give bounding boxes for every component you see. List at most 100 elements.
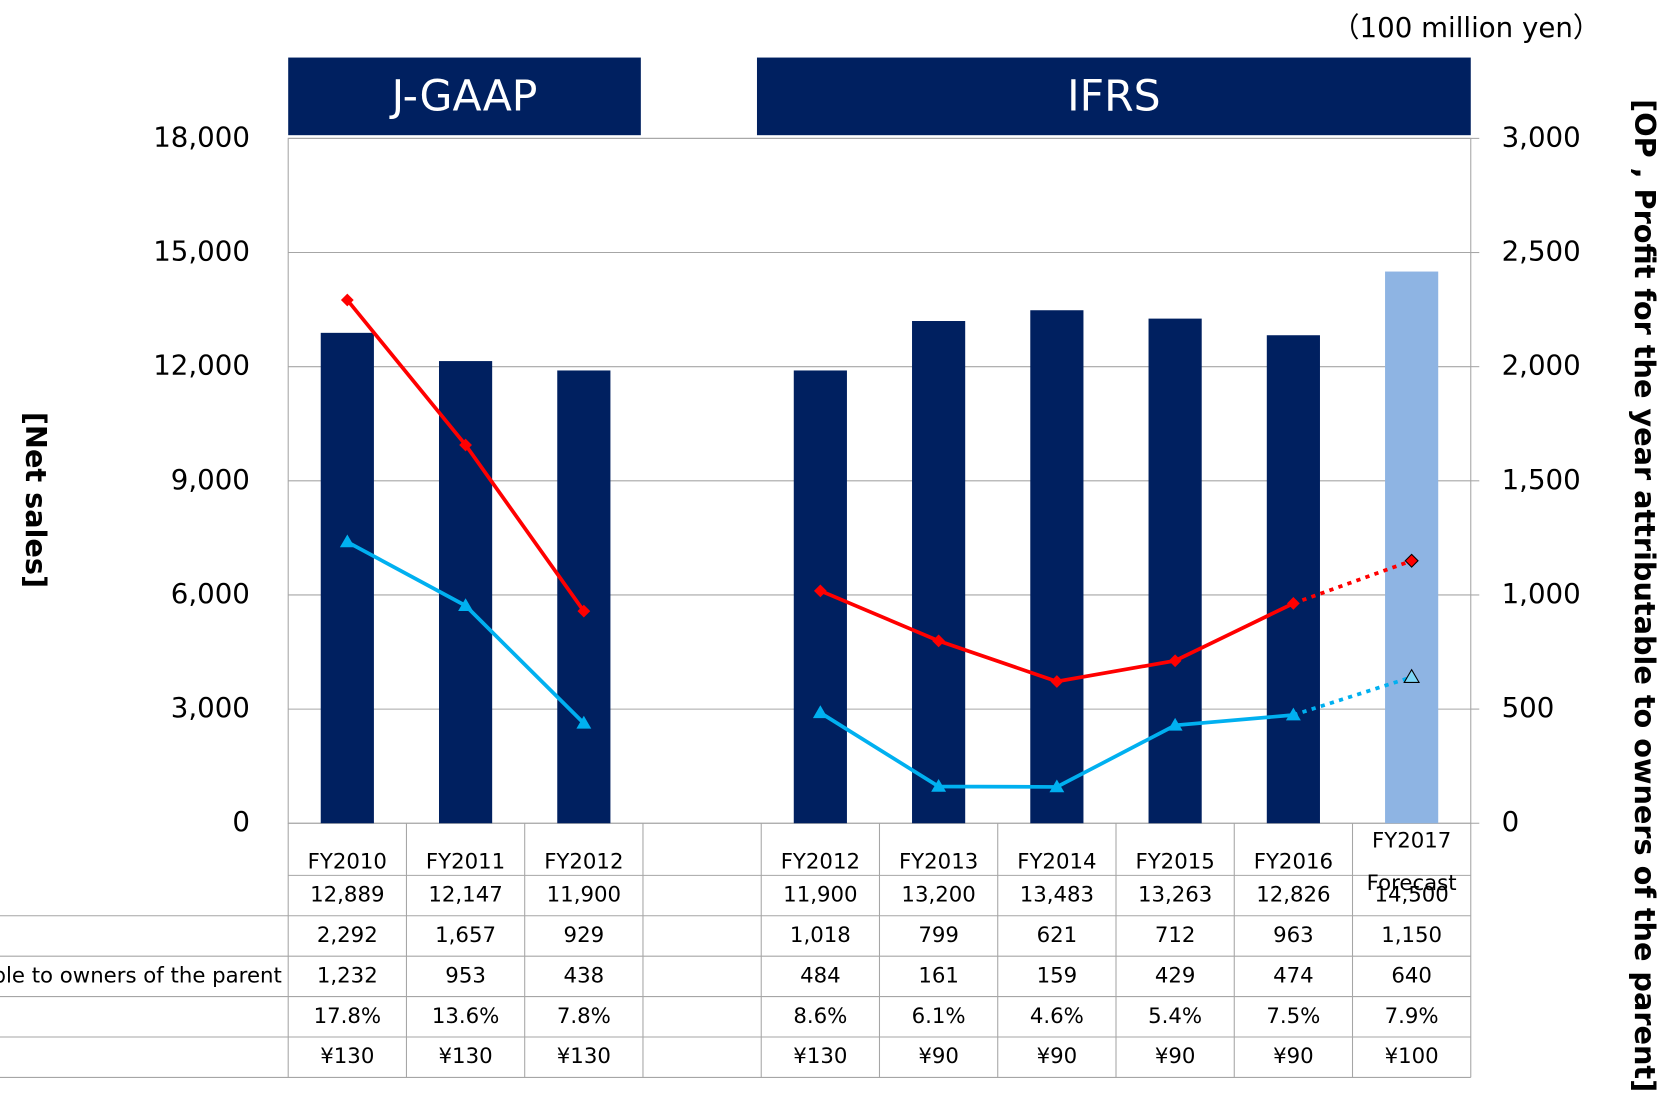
category-label: FY2011	[426, 850, 505, 875]
table-cell: 1,232	[317, 963, 378, 988]
y-tick-label: 12,000	[153, 349, 250, 382]
marker	[339, 534, 355, 548]
table-cell: 429	[1155, 963, 1196, 988]
y-tick-label: 0	[232, 805, 250, 838]
banner	[288, 57, 641, 136]
bar	[320, 332, 374, 824]
y-tick-label: 3,000	[171, 691, 250, 724]
table-cell: 17.8%	[314, 1004, 382, 1029]
table-cell: 1,657	[435, 923, 496, 948]
y2-tick-label: 1,500	[1502, 463, 1581, 496]
banner-label: J-GAAP	[389, 73, 538, 122]
unit-label: （100 million yen）	[1332, 11, 1601, 44]
bar	[557, 370, 611, 824]
bar	[438, 361, 493, 824]
category-label: FY2017 Forecast	[1367, 828, 1457, 896]
y-tick-label: 15,000	[153, 235, 250, 268]
table-cell: 484	[800, 963, 841, 988]
marker	[1167, 717, 1183, 731]
category-label: FY2012	[544, 850, 623, 875]
table-cell: 621	[1037, 923, 1078, 948]
forecast-line	[1292, 675, 1413, 717]
category-label: FY2014	[1017, 850, 1096, 875]
marker	[1049, 779, 1065, 793]
table-cell: 963	[1273, 923, 1314, 948]
table-cell: 6.1%	[912, 1004, 966, 1029]
row-label: ble to owners of the parent	[0, 963, 282, 988]
marker	[1404, 553, 1419, 568]
banner	[756, 57, 1471, 136]
table-cell: 7.8%	[557, 1004, 611, 1029]
table-cell: 12,147	[428, 883, 502, 908]
marker	[1403, 668, 1421, 683]
bar	[1030, 310, 1084, 824]
category-label: FY2013	[899, 850, 978, 875]
table-cell: 12,826	[1256, 883, 1330, 908]
y2-tick-label: 2,000	[1502, 349, 1581, 382]
table-cell: 1,018	[790, 923, 851, 948]
marker	[1168, 654, 1182, 668]
marker	[931, 779, 947, 792]
forecast-line	[1292, 558, 1413, 606]
table-cell: 13.6%	[432, 1004, 500, 1029]
category-label: FY2012	[781, 850, 860, 875]
table-cell: 2,292	[317, 923, 378, 948]
category-label-line: FY2017	[1372, 828, 1451, 853]
table-cell: ¥130	[793, 1044, 847, 1069]
table-cell: 13,483	[1020, 883, 1094, 908]
bar	[1266, 335, 1320, 824]
marker	[576, 715, 592, 729]
table-cell: 7.9%	[1385, 1004, 1439, 1029]
y2-tick-label: 1,000	[1502, 577, 1581, 610]
table-cell: 929	[564, 923, 605, 948]
marker	[1285, 707, 1301, 721]
bar	[1148, 318, 1202, 824]
marker	[1050, 675, 1064, 688]
table-cell: ¥90	[1155, 1044, 1196, 1069]
bar	[912, 321, 966, 824]
bar	[1385, 271, 1439, 824]
y-axis-label: [Net sales]	[19, 412, 53, 588]
category-label-line: Forecast	[1367, 871, 1457, 896]
y2-tick-label: 0	[1502, 805, 1520, 838]
table-cell: 12,889	[310, 883, 384, 908]
category-label: FY2015	[1135, 850, 1214, 875]
marker	[932, 634, 945, 648]
table-cell: 1,150	[1381, 923, 1442, 948]
table-cell: ¥90	[1273, 1044, 1314, 1069]
table-cell: 4.6%	[1030, 1004, 1084, 1029]
table-cell: 8.6%	[793, 1004, 847, 1029]
table-cell: 953	[445, 963, 486, 988]
table-cell: 161	[918, 963, 959, 988]
marker	[459, 438, 472, 452]
y-tick-label: 9,000	[171, 463, 250, 496]
y2-tick-label: 3,000	[1502, 120, 1581, 153]
table-cell: ¥130	[320, 1044, 374, 1069]
y2-tick-label: 2,500	[1502, 235, 1581, 268]
table-cell: 474	[1273, 963, 1314, 988]
y-tick-label: 18,000	[153, 120, 250, 153]
y2-axis-label: [OP , Profit for the year attributable t…	[1628, 99, 1659, 1092]
table-cell: 640	[1391, 963, 1432, 988]
y-tick-label: 6,000	[171, 577, 250, 610]
table-cell: 712	[1155, 923, 1196, 948]
y2-tick-label: 500	[1502, 691, 1555, 724]
marker	[458, 598, 474, 612]
table-cell: ¥130	[557, 1044, 611, 1069]
table-cell: 159	[1037, 963, 1078, 988]
table-cell: 438	[564, 963, 605, 988]
category-label: FY2016	[1254, 850, 1333, 875]
table-cell: 799	[918, 923, 959, 948]
table-cell: ¥90	[918, 1044, 959, 1069]
category-label: FY2010	[308, 850, 387, 875]
table-cell: 13,263	[1138, 883, 1212, 908]
marker	[812, 705, 828, 719]
table-cell: 13,200	[901, 883, 975, 908]
table-cell: 14,500	[1374, 883, 1448, 908]
table-cell: 5.4%	[1148, 1004, 1202, 1029]
banner-label: IFRS	[1067, 73, 1161, 122]
table-cell: ¥130	[439, 1044, 493, 1069]
table-cell: ¥90	[1037, 1044, 1078, 1069]
